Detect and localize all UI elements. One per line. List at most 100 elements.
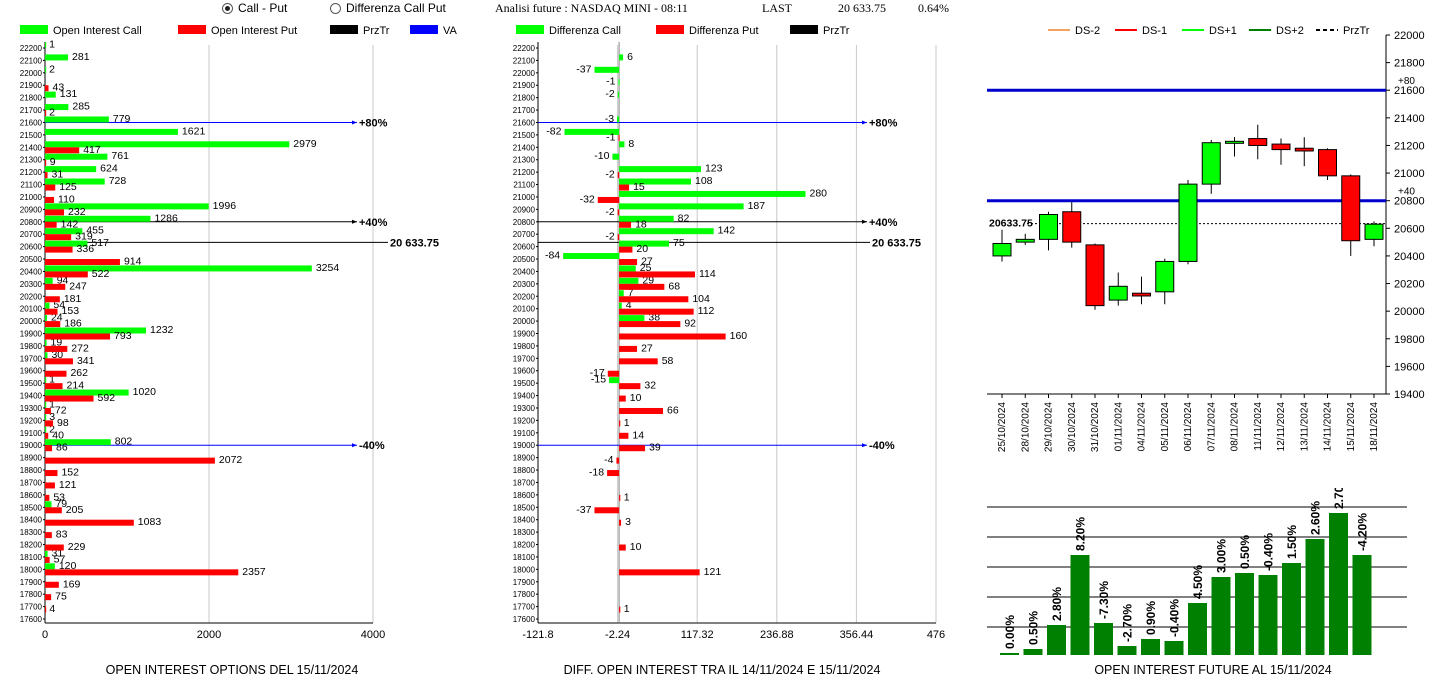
- data-label: 92: [684, 318, 696, 330]
- reference-arrow-icon: [352, 120, 357, 125]
- bar: [619, 606, 621, 613]
- data-label: 152: [61, 467, 79, 479]
- data-label: 1: [624, 603, 630, 615]
- y-tick-label: 21800: [1394, 58, 1425, 70]
- data-label: 54: [53, 299, 65, 311]
- last-price-label: 20633.75: [989, 218, 1033, 230]
- y-tick-label: 21400: [1394, 113, 1425, 125]
- x-tick-label: 01/11/2024: [1113, 402, 1124, 452]
- chart-title: OPEN INTEREST FUTURE AL 15/11/2024: [1094, 663, 1331, 677]
- y-tick-label: 21200: [1394, 140, 1425, 152]
- bar: [45, 407, 51, 414]
- x-tick-label: 28/10/2024: [1020, 402, 1031, 452]
- x-tick-label: 31/10/2024: [1090, 402, 1101, 452]
- strike-label: 17600: [20, 615, 43, 624]
- strike-label: 21700: [513, 106, 536, 115]
- data-label: 121: [59, 479, 77, 491]
- y-tick-label: 20400: [1394, 251, 1425, 263]
- strike-label: 18400: [20, 516, 43, 525]
- strike-label: 18300: [513, 528, 536, 537]
- bar: [45, 172, 48, 179]
- candle-body: [992, 242, 1012, 257]
- data-label: 232: [68, 206, 86, 218]
- data-label: 1996: [213, 200, 237, 212]
- data-label: 7: [628, 287, 634, 299]
- bar: [45, 358, 73, 365]
- data-label: 27: [641, 342, 653, 354]
- x-tick-label-4: 356.44: [840, 629, 874, 641]
- strike-label: 21200: [20, 168, 43, 177]
- strike-label: 19200: [20, 416, 43, 425]
- data-label: 914: [124, 256, 142, 268]
- data-label: 110: [58, 193, 75, 205]
- radio-diff-call-put[interactable]: Differenza Call Put: [330, 1, 446, 15]
- data-label: 336: [77, 243, 95, 255]
- candle-body: [1318, 149, 1337, 177]
- data-label: 417: [83, 144, 101, 156]
- bar: [45, 482, 55, 489]
- strike-label: 19300: [513, 404, 536, 413]
- bar: [619, 240, 670, 247]
- data-label: -37: [576, 504, 591, 516]
- bar: [45, 395, 94, 402]
- bar: [45, 339, 47, 346]
- data-label: 160: [730, 330, 748, 342]
- bar: [617, 116, 620, 123]
- y-tick-label: 19800: [1394, 334, 1425, 346]
- data-label: 2: [49, 107, 55, 119]
- data-label: 2: [49, 423, 55, 435]
- candle-body: [1178, 183, 1198, 262]
- strike-label: 20500: [513, 255, 536, 264]
- legend-label-2: PrzTr: [823, 25, 850, 37]
- strike-label: 18700: [20, 478, 43, 487]
- bar: [619, 321, 681, 328]
- candle-body: [1108, 285, 1128, 301]
- radio-unselected-icon[interactable]: [330, 2, 341, 14]
- radio-call-put[interactable]: Call - Put: [222, 1, 287, 15]
- x-tick-label: 12/11/2024: [1276, 402, 1287, 452]
- candle-body: [1341, 175, 1361, 242]
- legend-swatch-1: [178, 25, 206, 34]
- chart-title: OPEN INTEREST OPTIONS DEL 15/11/2024: [106, 663, 359, 677]
- data-label: 79: [55, 498, 67, 510]
- bar: [617, 209, 620, 216]
- strike-label: 21100: [513, 181, 535, 190]
- reference-label: +80%: [359, 117, 388, 129]
- bar: [45, 221, 57, 228]
- y-tick-label: 20800: [1394, 196, 1425, 208]
- bar: [45, 209, 65, 216]
- data-label: 75: [673, 237, 685, 249]
- bar: [45, 265, 312, 272]
- data-label: 31: [52, 547, 64, 559]
- bar: [45, 283, 66, 290]
- strike-label: 19800: [513, 342, 536, 351]
- top-bar: Call - Put Differenza Call Put Analisi f…: [0, 0, 1448, 18]
- data-label: 3254: [316, 262, 340, 274]
- data-label: 281: [72, 51, 90, 63]
- bar: [1329, 513, 1348, 655]
- data-label: 10: [630, 541, 642, 553]
- data-label: 1621: [182, 125, 206, 137]
- bar: [1023, 649, 1043, 655]
- bar: [619, 141, 625, 148]
- x-tick-label-2: 4000: [361, 629, 385, 641]
- bar: [616, 457, 620, 464]
- bar: [617, 91, 620, 98]
- data-label: 20: [636, 243, 648, 255]
- data-label: 58: [662, 355, 674, 367]
- bar: [45, 141, 290, 148]
- strike-label: 18100: [20, 553, 43, 562]
- strike-label: 20800: [513, 218, 536, 227]
- bar: [619, 407, 664, 414]
- radio-selected-icon[interactable]: [222, 2, 233, 14]
- strike-label: 20500: [20, 255, 43, 264]
- bar: [1235, 573, 1254, 655]
- last-change: 0.64%: [918, 1, 949, 15]
- data-label: 1: [624, 491, 630, 503]
- bar: [45, 159, 47, 166]
- strike-label: 18500: [513, 503, 536, 512]
- strike-label: 20200: [513, 292, 536, 301]
- data-label: 104: [692, 293, 710, 305]
- bar: [45, 184, 56, 191]
- strike-label: 20800: [20, 218, 43, 227]
